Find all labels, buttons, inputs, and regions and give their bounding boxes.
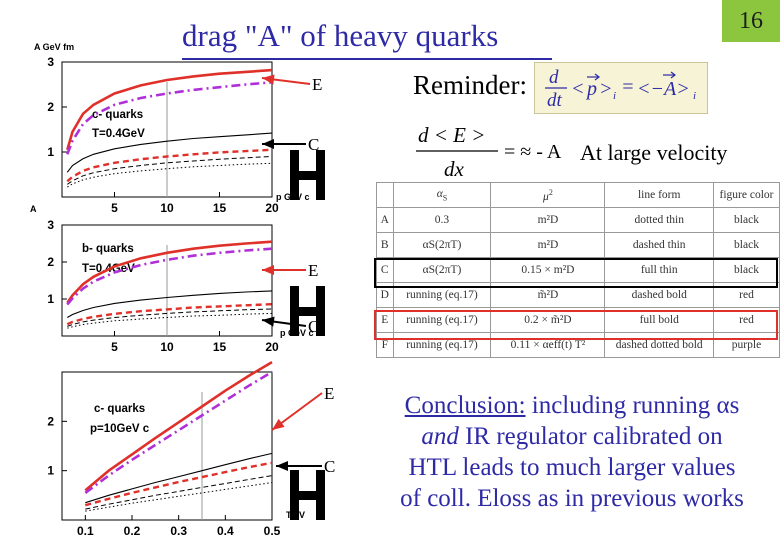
series-line-red-full-bold — [84, 360, 273, 492]
row-c-highlight — [374, 258, 778, 288]
legend-arrow-label: E — [308, 261, 318, 280]
svg-text:<−A>: <−A> — [637, 78, 690, 100]
series-line-purple-dashdot-bold — [66, 247, 273, 306]
series-line-black-dashed-thin — [67, 308, 273, 327]
y-tick-label: 2 — [47, 414, 54, 428]
x-tick-label: 0.4 — [217, 524, 234, 538]
row-e-highlight — [374, 310, 778, 340]
svg-text:<: < — [571, 78, 585, 100]
page-number-badge: 16 — [722, 0, 780, 42]
legend-arrow-head — [262, 74, 275, 85]
chart-annotation: b- quarks — [82, 243, 134, 255]
table-header — [376, 182, 394, 208]
y-tick-label: 2 — [47, 255, 54, 269]
svg-text:d: d — [549, 67, 559, 88]
x-tick-label: 10 — [160, 340, 174, 354]
table-header: μ2 — [490, 182, 606, 208]
h-marker — [290, 171, 325, 180]
svg-text:p: p — [585, 78, 597, 100]
series-line-red-dashed-bold — [66, 148, 273, 183]
series-line-black-dashed-thin — [67, 156, 273, 185]
x-tick-label: 15 — [213, 201, 227, 215]
reminder-label: Reminder: — [413, 70, 527, 100]
eloss-denom: dx — [444, 157, 465, 181]
chart-annotation: c- quarks — [92, 109, 143, 121]
eloss-formula: d < E > dx = ≈ - A — [416, 123, 562, 181]
y-tick-label: 3 — [47, 55, 54, 69]
legend-arrow-label: C — [308, 135, 319, 154]
slide-title: drag "A" of heavy quarks — [182, 18, 499, 53]
conclusion-text: Conclusion: including running αs and IR … — [400, 392, 744, 512]
x-tick-label: 5 — [111, 201, 118, 215]
y-axis-label: A — [30, 204, 37, 214]
x-tick-label: 0.1 — [77, 524, 94, 538]
x-tick-label: 0.2 — [124, 524, 141, 538]
series-line-black-dotted-thin — [85, 482, 273, 512]
y-tick-label: 2 — [47, 100, 54, 114]
series-line-red-dashed-bold — [66, 303, 273, 326]
legend-arrow-head — [262, 265, 274, 275]
series-line-black-full-thin — [66, 132, 273, 173]
legend-arrow-label: C — [324, 457, 335, 476]
legend-arrow-head — [262, 316, 275, 327]
svg-text:dt: dt — [547, 90, 563, 111]
series-line-black-full-thin — [85, 452, 273, 504]
svg-text:i: i — [693, 90, 696, 102]
legend-arrow-head — [262, 139, 274, 149]
h-marker — [290, 307, 325, 316]
series-line-black-full-thin — [67, 290, 273, 318]
table-header: αS — [392, 182, 492, 208]
eloss-numer: d < E > — [418, 123, 485, 147]
svg-text:i: i — [613, 90, 616, 102]
series-line-red-dashed-bold — [84, 461, 273, 507]
conclusion-prefix: Conclusion: — [404, 392, 526, 419]
y-tick-label: 1 — [47, 145, 54, 159]
table-header: line form — [604, 182, 714, 208]
eloss-rhs: = ≈ - A — [504, 141, 562, 163]
table-row: A 0.3 m²D dotted thin black — [376, 207, 780, 233]
series-line-purple-dashdot-bold — [66, 81, 273, 155]
series-line-black-dashed-thin — [85, 475, 273, 510]
y-tick-label: 3 — [47, 218, 54, 232]
legend-arrow-label: E — [312, 75, 322, 94]
x-tick-label: 5 — [111, 340, 118, 354]
x-tick-label: 20 — [265, 201, 279, 215]
series-line-red-full-bold — [66, 240, 273, 304]
table-header: figure color — [713, 182, 780, 208]
x-tick-label: 15 — [213, 340, 227, 354]
series-line-purple-dashdot-bold — [84, 370, 273, 494]
legend-arrows: E C E C E C — [261, 74, 335, 476]
legend-arrow-head — [272, 418, 285, 430]
large-velocity-note: At large velocity — [580, 140, 728, 165]
y-axis-label: A GeV fm — [34, 42, 74, 52]
y-tick-label: 1 — [47, 292, 54, 306]
series-line-black-dotted-thin — [67, 312, 273, 329]
svg-text:=: = — [621, 76, 635, 98]
table-row: B αS(2πT) m²D dashed thin black — [376, 232, 780, 258]
title-underline — [182, 58, 552, 60]
svg-text:>: > — [599, 78, 613, 100]
series-line-red-full-bold — [66, 68, 273, 151]
h-marker — [290, 491, 325, 500]
x-tick-label: 20 — [265, 340, 279, 354]
reminder-formula: d dt < p > i = <−A> i — [534, 62, 708, 114]
legend-arrow-label: E — [324, 384, 334, 403]
table-header-row: αS μ2 line form figure color — [376, 182, 780, 208]
y-tick-label: 1 — [47, 464, 54, 478]
chart-annotation: T=0.4GeV — [92, 128, 145, 140]
x-tick-label: 10 — [160, 201, 174, 215]
chart-annotation: c- quarks — [94, 403, 145, 415]
plot-frame — [61, 371, 273, 521]
x-tick-label: 0.5 — [264, 524, 281, 538]
table-row: F running (eq.17) 0.11 × αeff(t) T² dash… — [376, 332, 780, 358]
legend-arrow-label: C — [308, 317, 319, 336]
chart-annotation: p=10GeV c — [90, 423, 150, 435]
x-tick-label: 0.3 — [170, 524, 187, 538]
legend-arrow-head — [276, 461, 288, 471]
